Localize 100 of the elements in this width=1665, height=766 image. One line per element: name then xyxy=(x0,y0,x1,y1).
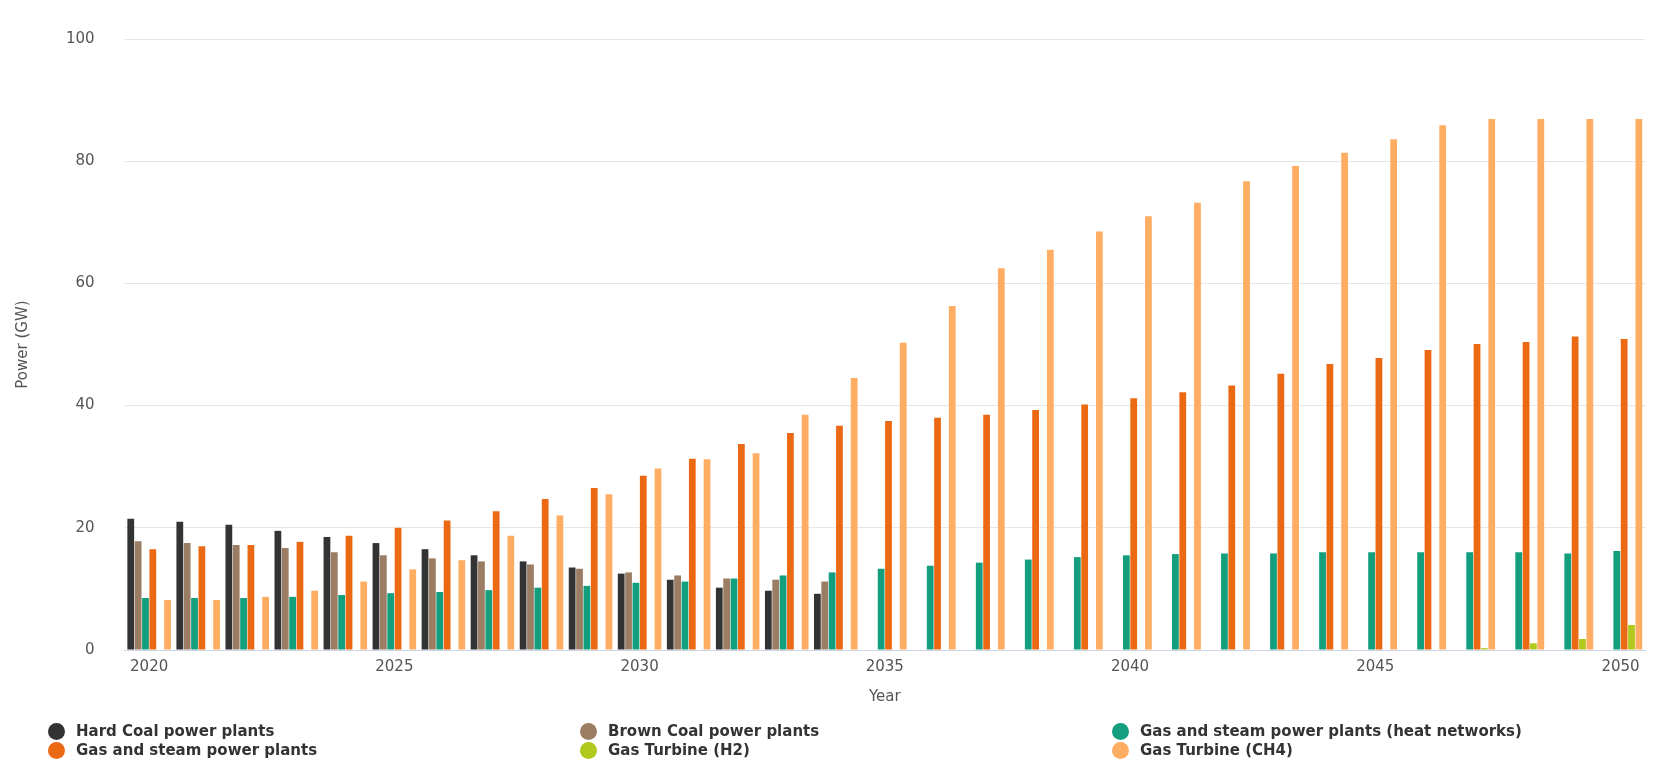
bar xyxy=(666,579,674,650)
bar xyxy=(1319,552,1326,650)
legend-label: Hard Coal power plants xyxy=(76,722,275,740)
bar xyxy=(1292,166,1299,650)
bar xyxy=(519,561,527,650)
bar xyxy=(485,590,493,650)
bar xyxy=(1368,552,1375,650)
bar xyxy=(1270,553,1277,650)
bar xyxy=(1096,231,1103,650)
bar xyxy=(836,425,843,650)
bar xyxy=(583,585,591,650)
bar xyxy=(262,596,270,650)
bar xyxy=(764,590,772,650)
bar xyxy=(617,573,625,650)
bar xyxy=(198,546,206,650)
bar xyxy=(1530,643,1537,650)
bar xyxy=(674,575,681,650)
bar xyxy=(183,543,191,650)
bar xyxy=(639,475,647,650)
bar xyxy=(1488,119,1496,650)
bar xyxy=(379,555,387,650)
y-tick-label: 80 xyxy=(75,151,95,170)
bar xyxy=(507,535,515,650)
bar xyxy=(1122,555,1130,650)
bar xyxy=(409,569,417,650)
bar xyxy=(240,598,247,650)
bar xyxy=(330,552,338,650)
bar xyxy=(1466,552,1474,650)
bar xyxy=(541,499,549,650)
y-tick-label: 60 xyxy=(75,273,95,292)
bar xyxy=(1221,553,1228,650)
bar xyxy=(821,581,829,650)
x-tick-label: 2050 xyxy=(1601,656,1640,675)
bar xyxy=(1145,216,1152,650)
bar xyxy=(1586,119,1594,650)
bar xyxy=(828,572,836,650)
bar xyxy=(1620,339,1628,650)
bar xyxy=(1073,557,1081,650)
x-tick-label: 2040 xyxy=(1110,656,1150,675)
bar xyxy=(948,306,956,650)
bar xyxy=(213,599,220,650)
bar xyxy=(1417,552,1425,650)
bar xyxy=(688,458,696,650)
bar xyxy=(885,420,892,650)
bar xyxy=(1032,409,1040,650)
bar xyxy=(149,549,157,650)
bar xyxy=(814,593,821,650)
bar xyxy=(1024,559,1032,650)
bar xyxy=(1194,202,1201,650)
bar xyxy=(1537,119,1545,650)
bar xyxy=(1172,554,1179,650)
legend-label: Brown Coal power plants xyxy=(608,722,820,740)
bar xyxy=(576,568,583,650)
bar xyxy=(360,581,368,650)
y-tick-label: 100 xyxy=(65,28,95,47)
x-tick-label: 2025 xyxy=(375,656,414,675)
bar xyxy=(1613,551,1621,650)
bar xyxy=(787,433,794,650)
bar xyxy=(1046,249,1054,650)
bar xyxy=(877,568,885,650)
bar xyxy=(997,268,1005,650)
bar xyxy=(1243,181,1250,650)
legend-label: Gas Turbine (CH4) xyxy=(1140,741,1293,759)
bar xyxy=(625,572,632,650)
bar xyxy=(1579,639,1586,650)
bar xyxy=(225,524,233,650)
bar xyxy=(975,562,983,650)
legend-label: Gas Turbine (H2) xyxy=(608,741,750,759)
bar xyxy=(191,598,198,650)
bar xyxy=(1130,398,1138,650)
bar xyxy=(458,560,466,650)
bar xyxy=(527,564,534,650)
bar xyxy=(429,558,436,650)
x-tick-label: 2020 xyxy=(130,656,169,675)
bar xyxy=(1081,404,1089,650)
bar xyxy=(983,414,990,650)
bar xyxy=(142,598,149,650)
bar xyxy=(1277,373,1285,650)
bar xyxy=(176,521,184,650)
bar xyxy=(1628,624,1635,650)
y-axis-title: Power (GW) xyxy=(12,300,31,389)
y-tick-label: 0 xyxy=(85,639,95,658)
bar xyxy=(127,518,135,650)
bar xyxy=(134,541,142,650)
bar xyxy=(1390,139,1398,650)
bar xyxy=(801,414,809,650)
bar xyxy=(1564,553,1572,650)
legend-label: Gas and steam power plants (heat networks) xyxy=(1140,722,1522,740)
bar xyxy=(232,544,240,650)
bar xyxy=(281,547,289,650)
bar xyxy=(1635,119,1643,650)
bar xyxy=(926,565,934,650)
y-tick-label: 40 xyxy=(75,395,95,414)
bar xyxy=(1341,152,1348,650)
bar xyxy=(1515,552,1523,650)
bar xyxy=(1439,125,1447,650)
bar xyxy=(568,567,576,650)
bar xyxy=(772,579,780,650)
bar xyxy=(590,488,598,650)
x-tick-label: 2030 xyxy=(620,656,659,675)
